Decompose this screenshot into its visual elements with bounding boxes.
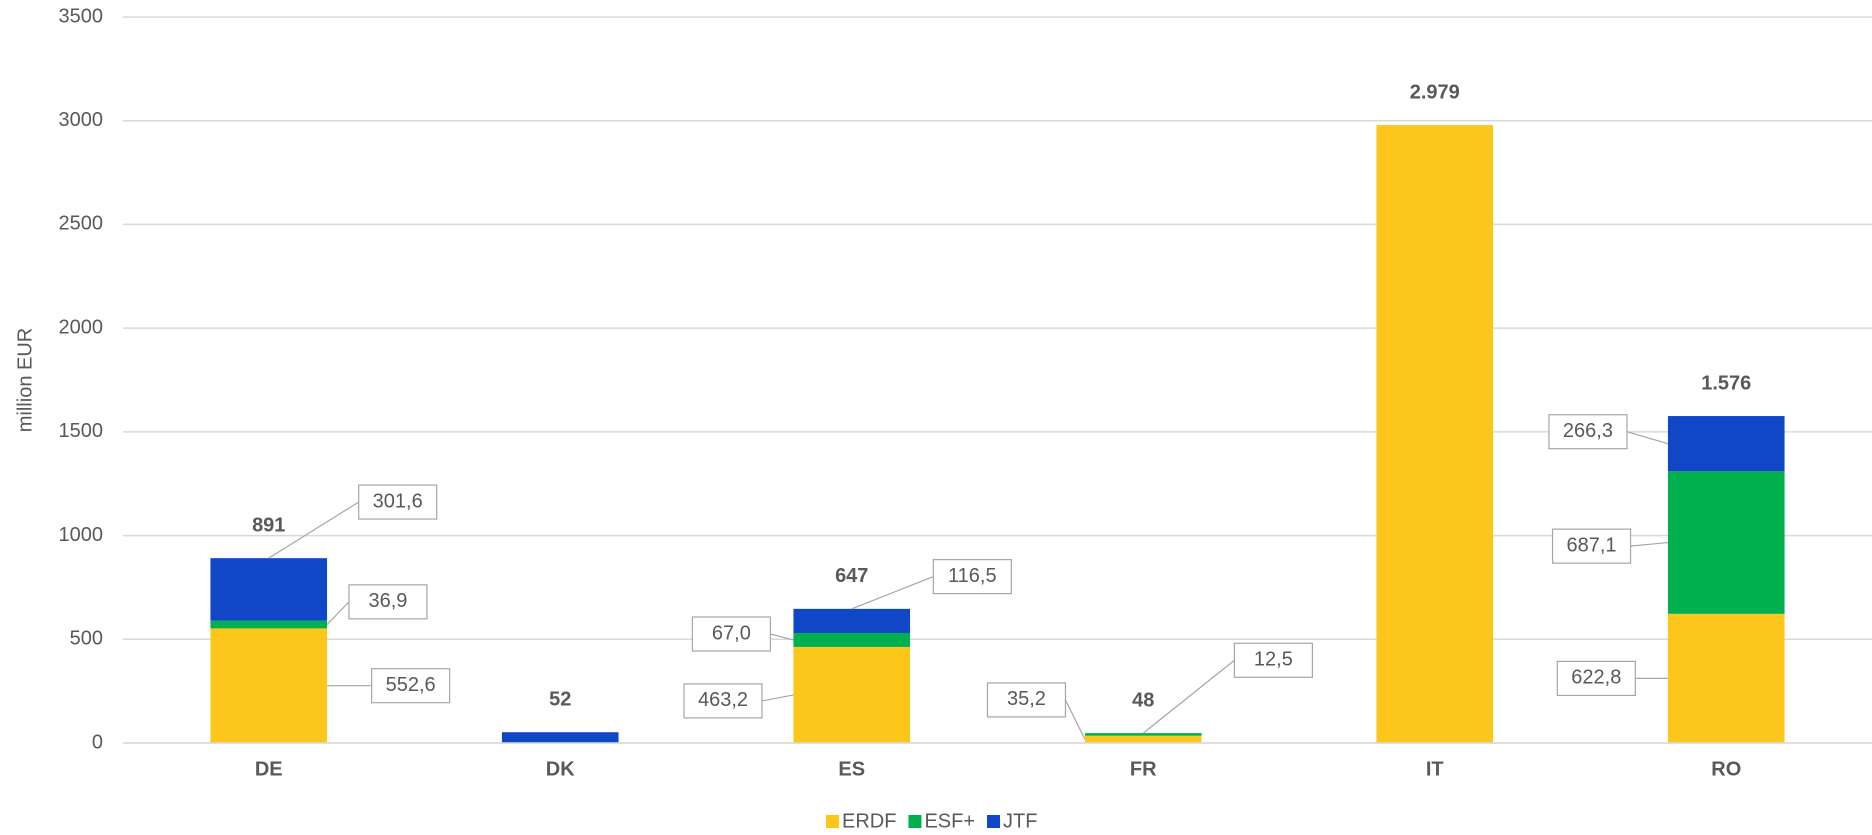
legend-swatch bbox=[826, 815, 839, 828]
total-label: 1.576 bbox=[1701, 372, 1751, 394]
callout-leader bbox=[1064, 699, 1086, 740]
bar-segment bbox=[210, 558, 328, 621]
data-label: 463,2 bbox=[698, 689, 748, 711]
callout-box bbox=[1233, 642, 1313, 678]
callout-box bbox=[1548, 414, 1628, 450]
data-label: 266,3 bbox=[1563, 420, 1613, 442]
data-label: 622,8 bbox=[1571, 667, 1621, 689]
data-label: 687,1 bbox=[1567, 534, 1617, 556]
x-tick-label: DK bbox=[546, 758, 575, 780]
y-tick-label: 2500 bbox=[59, 213, 104, 235]
callout-box bbox=[691, 616, 771, 652]
x-tick-label: FR bbox=[1130, 758, 1157, 780]
callout-leader bbox=[770, 633, 794, 641]
y-tick-label: 1000 bbox=[59, 524, 104, 546]
total-label: 647 bbox=[835, 565, 868, 587]
callout-leader bbox=[1630, 541, 1669, 547]
y-tick-label: 500 bbox=[70, 628, 103, 650]
bar-segment bbox=[1376, 125, 1494, 743]
callout-leader bbox=[268, 501, 360, 559]
bar-segment bbox=[501, 732, 619, 743]
x-tick-label: IT bbox=[1426, 758, 1444, 780]
data-label: 36,9 bbox=[368, 590, 407, 612]
bar-segment bbox=[1084, 733, 1202, 736]
x-tick-label: ES bbox=[838, 758, 865, 780]
data-label: 116,5 bbox=[948, 565, 997, 587]
legend-swatch bbox=[987, 815, 1001, 828]
total-label: 48 bbox=[1132, 689, 1154, 711]
bar-segment bbox=[793, 646, 911, 743]
bar-segment bbox=[793, 633, 911, 647]
data-label: 552,6 bbox=[386, 674, 436, 696]
callout-box bbox=[1556, 660, 1636, 697]
callout-leader bbox=[1626, 431, 1669, 445]
callout-box bbox=[683, 683, 763, 719]
y-tick-label: 1500 bbox=[59, 420, 104, 442]
bar-segment bbox=[1667, 471, 1785, 614]
data-label: 301,6 bbox=[373, 490, 423, 512]
y-tick-label: 3500 bbox=[59, 5, 104, 27]
callout-box bbox=[986, 682, 1067, 718]
total-label: 891 bbox=[252, 514, 285, 536]
data-label: 67,0 bbox=[712, 622, 751, 644]
callout-leader bbox=[761, 694, 794, 702]
callout-box bbox=[358, 484, 438, 520]
callout-box bbox=[371, 668, 451, 704]
callout-box bbox=[932, 559, 1012, 595]
bar-segment bbox=[1084, 735, 1202, 743]
legend-label: ESF+ bbox=[924, 810, 975, 832]
callout-box bbox=[348, 584, 428, 620]
x-tick-label: DE bbox=[255, 758, 283, 780]
y-tick-label: 0 bbox=[92, 731, 103, 753]
total-label: 52 bbox=[549, 688, 571, 710]
callout-leader bbox=[1142, 659, 1235, 734]
legend-label: ERDF bbox=[842, 810, 896, 832]
legend-label: JTF bbox=[1003, 810, 1037, 832]
bar-segment bbox=[1667, 416, 1785, 472]
bar-segment bbox=[210, 620, 328, 629]
bar-segment bbox=[210, 628, 328, 743]
x-tick-label: RO bbox=[1711, 758, 1741, 780]
data-label: 12,5 bbox=[1254, 649, 1293, 671]
bar-segment bbox=[793, 608, 911, 634]
legend-swatch bbox=[908, 815, 922, 828]
y-tick-label: 3000 bbox=[59, 109, 104, 131]
y-tick-label: 2000 bbox=[59, 316, 104, 338]
total-label: 2.979 bbox=[1410, 81, 1460, 103]
bar-segment bbox=[1667, 613, 1785, 743]
y-axis-title: million EUR bbox=[14, 328, 36, 432]
callout-leader bbox=[326, 601, 350, 625]
callout-box bbox=[1551, 528, 1632, 564]
data-label: 35,2 bbox=[1007, 688, 1046, 710]
callout-leader bbox=[851, 576, 934, 610]
